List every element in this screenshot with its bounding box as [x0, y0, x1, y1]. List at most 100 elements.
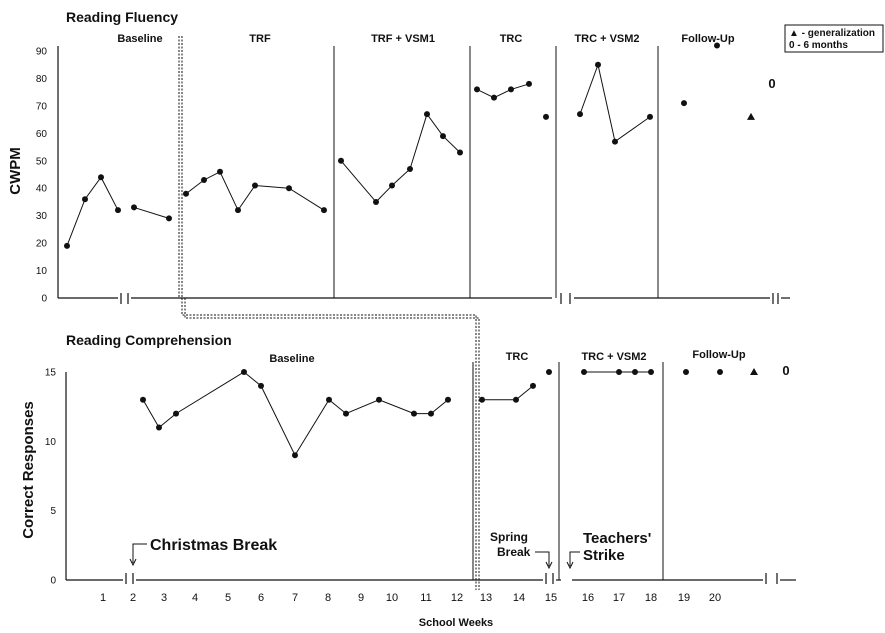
- y-tick-label: 20: [36, 239, 48, 250]
- legend-box: [784, 24, 884, 53]
- data-point: [252, 182, 258, 189]
- x-tick-label: 5: [225, 592, 231, 604]
- dashed-phase-step: [181, 298, 477, 590]
- data-point: [235, 207, 241, 214]
- generalization-triangle: [747, 112, 755, 120]
- spring-arrowhead: [545, 561, 553, 570]
- x-tick-label: 4: [192, 592, 198, 604]
- x-tick-label: 14: [513, 592, 525, 604]
- x-tick-label: 10: [386, 592, 398, 604]
- dashed-phase-connectors: [178, 36, 480, 590]
- legend-generalization: ▲ - generalization: [789, 28, 875, 39]
- fluency-axes: [57, 46, 790, 304]
- phase-label: TRC + VSM2: [581, 351, 646, 363]
- data-point: [428, 410, 434, 417]
- x-tick-label: 20: [709, 592, 721, 604]
- strike-arrow: [569, 551, 580, 566]
- data-point: [632, 369, 638, 375]
- data-point: [292, 452, 298, 459]
- phase-label: Follow-Up: [681, 33, 734, 45]
- christmas-arrow: [132, 543, 147, 563]
- data-point: [373, 198, 379, 205]
- data-point: [647, 113, 653, 120]
- data-point: [612, 138, 618, 145]
- fluency-phase-lines: [333, 46, 659, 298]
- comprehension-y-axis-label: Correct Responses: [20, 401, 37, 539]
- phase-label: Follow-Up: [692, 349, 745, 361]
- data-point: [717, 369, 723, 375]
- data-point: [131, 204, 137, 211]
- x-tick-label: 2: [130, 592, 136, 604]
- christmas-break-label: Christmas Break: [150, 537, 277, 554]
- data-point: [445, 396, 451, 403]
- phase-label: Baseline: [269, 353, 314, 365]
- annotations: Christmas Break Spring Break Teachers' S…: [129, 530, 651, 570]
- six-month-label: 0: [768, 76, 775, 91]
- y-tick-labels: 0 10 20 30 40 50 60 70 80 90 0 5 10 15: [36, 47, 57, 587]
- x-tick-label: 1: [100, 592, 106, 604]
- fluency-title: Reading Fluency: [66, 9, 178, 25]
- data-point: [683, 369, 689, 375]
- comprehension-title: Reading Comprehension: [66, 332, 232, 348]
- data-point: [389, 182, 395, 189]
- data-point: [140, 396, 146, 403]
- series-line: [476, 83, 530, 99]
- data-point: [98, 174, 104, 181]
- x-tick-label: 6: [258, 592, 264, 604]
- y-tick-label: 10: [45, 437, 57, 448]
- strike-arrowhead: [566, 561, 574, 570]
- series-line: [482, 385, 534, 401]
- x-tick-label: 9: [358, 592, 364, 604]
- data-point: [508, 86, 514, 93]
- x-tick-label: 7: [292, 592, 298, 604]
- spring-arrow: [535, 551, 550, 566]
- legend-six-months: 0 - 6 months: [789, 40, 848, 51]
- series-line: [340, 113, 461, 203]
- phase-label: TRF + VSM1: [371, 33, 435, 45]
- data-point: [326, 396, 332, 403]
- data-point: [457, 149, 463, 156]
- y-tick-label: 30: [36, 211, 48, 222]
- series-line: [185, 171, 325, 212]
- y-tick-label: 90: [36, 47, 48, 58]
- spring-label-line2: Break: [497, 545, 531, 559]
- data-point: [595, 61, 601, 68]
- y-tick-label: 40: [36, 184, 48, 195]
- data-point: [491, 94, 497, 101]
- y-tick-label: 5: [50, 506, 56, 517]
- series-line: [66, 176, 119, 247]
- data-point: [513, 396, 519, 403]
- data-point: [526, 80, 532, 87]
- data-point: [648, 369, 654, 375]
- legend: ▲ - generalization 0 - 6 months: [784, 24, 884, 53]
- data-point: [286, 185, 292, 192]
- data-point: [217, 168, 223, 175]
- x-axis-label: School Weeks: [419, 617, 493, 629]
- series-line: [142, 371, 449, 457]
- comprehension-phase-lines: [472, 362, 664, 580]
- y-tick-label: 70: [36, 101, 48, 112]
- x-tick-label: 12: [451, 592, 463, 604]
- data-point: [166, 215, 172, 222]
- strike-label-line1: Teachers': [583, 530, 651, 547]
- data-point: [376, 396, 382, 403]
- data-point: [321, 207, 327, 214]
- data-point: [173, 410, 179, 417]
- data-point: [343, 410, 349, 417]
- y-tick-label: 10: [36, 266, 48, 277]
- y-tick-label: 50: [36, 156, 48, 167]
- generalization-triangle: [750, 368, 758, 375]
- data-point: [201, 176, 207, 183]
- phase-labels: Baseline TRF TRF + VSM1 TRC TRC + VSM2 Follow…: [117, 33, 745, 365]
- fluency-y-axis-label: CWPM: [7, 147, 24, 195]
- data-point: [479, 396, 485, 403]
- series-line: [133, 206, 170, 219]
- phase-label: TRF: [249, 33, 271, 45]
- phase-label: Baseline: [117, 33, 162, 45]
- x-tick-label: 16: [582, 592, 594, 604]
- data-point: [183, 190, 189, 197]
- data-point: [714, 42, 720, 49]
- data-point: [530, 382, 536, 389]
- y-tick-label: 15: [45, 368, 57, 379]
- data-point: [82, 196, 88, 203]
